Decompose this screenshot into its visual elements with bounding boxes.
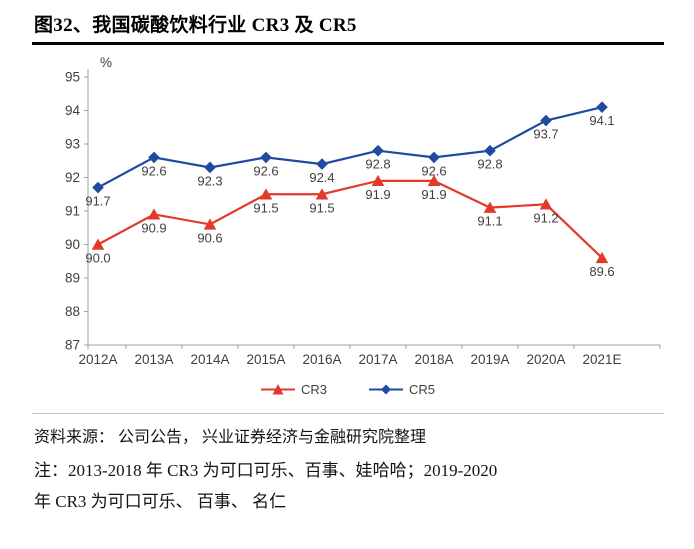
x-tick-label: 2016A [302, 352, 341, 367]
figure-title: 图32、我国碳酸饮料行业 CR3 及 CR5 [34, 15, 357, 36]
cr3-triangle-marker [427, 174, 441, 187]
x-tick-label: 2019A [470, 352, 509, 367]
cr3-triangle-marker [91, 238, 105, 250]
cr3-line [97, 179, 603, 259]
cr5-line [97, 106, 603, 189]
cr5-data-label: 92.3 [197, 173, 222, 188]
cr5-diamond-marker [260, 151, 272, 164]
legend-diamond-marker [381, 384, 391, 394]
cr5-data-label: 92.6 [141, 163, 166, 178]
cr3-data-label: 91.9 [421, 187, 446, 202]
cr5-diamond-marker [148, 151, 160, 164]
note-line-1: 注：2013-2018 年 CR3 为可口可乐、百事、娃哈哈；2019-2020 [34, 461, 498, 480]
cr3-data-label: 91.1 [477, 214, 502, 229]
cr3-data-label: 91.9 [365, 187, 390, 202]
y-tick-label: 88 [65, 304, 80, 319]
cr5-data-label: 92.8 [365, 157, 390, 172]
y-tick-label: 90 [65, 237, 80, 252]
cr5-diamond-marker [372, 144, 384, 157]
y-tick-label: 89 [65, 271, 80, 286]
cr5-diamond-marker [540, 114, 552, 127]
cr3-data-label: 91.5 [309, 200, 334, 215]
cr5-diamond-marker [596, 101, 608, 113]
x-tick-label: 2021E [582, 352, 621, 367]
x-tick-label: 2018A [414, 352, 453, 367]
x-tick-label: 2014A [190, 352, 229, 367]
cr3-data-label: 90.9 [141, 220, 166, 235]
y-tick-label: 95 [65, 70, 80, 85]
cr3-data-label: 91.2 [533, 210, 558, 225]
cr3-triangle-marker [483, 201, 497, 213]
cr5-data-label: 93.7 [533, 127, 558, 142]
legend-label-cr3: CR3 [300, 381, 327, 397]
cr5-data-label: 92.6 [421, 163, 446, 178]
cr5-diamond-marker [92, 181, 104, 194]
legend-item-cr5: CR5 [369, 382, 435, 397]
cr3-triangle-marker [147, 208, 161, 220]
title-underline [32, 42, 664, 45]
cr5-diamond-marker [316, 158, 328, 170]
cr3-data-label: 90.6 [197, 230, 222, 245]
cr5-data-label: 94.1 [589, 113, 614, 128]
cr3-triangle-marker [371, 174, 385, 187]
x-tick-label: 2017A [358, 352, 397, 367]
cr3-triangle-marker [539, 198, 553, 210]
cr5-diamond-icon [369, 384, 403, 394]
cr3-triangle-marker [595, 251, 609, 264]
y-tick-label: 91 [65, 204, 80, 219]
y-tick-label: 93 [65, 137, 80, 152]
y-tick-label: 92 [65, 170, 80, 185]
source-line: 资料来源： 公司公告， 兴业证券经济与金融研究院整理 [34, 429, 427, 446]
legend-label-cr5: CR5 [409, 381, 436, 397]
cr5-data-label: 92.6 [253, 163, 278, 178]
note-line-2: 年 CR3 为可口可乐、 百事、 名仁 [34, 491, 287, 511]
footer-notes: 资料来源： 公司公告， 兴业证券经济与金融研究院整理 注：2013-2018 年… [32, 413, 664, 517]
legend-triangle-marker [272, 383, 284, 394]
chart-legend: CR3 CR5 [32, 379, 664, 399]
cr3-triangle-marker [259, 188, 273, 200]
line-chart: 87 88 89 90 91 92 93 94 95% 2012A 2013A 2014A 2015A 2… [65, 55, 661, 367]
y-tick-label: 94 [65, 103, 81, 118]
cr3-triangle-marker [203, 218, 217, 230]
cr5-diamond-marker [428, 151, 440, 164]
cr5-diamond-marker [204, 161, 216, 174]
cr3-data-label: 91.5 [253, 200, 278, 215]
cr3-triangle-marker [315, 188, 329, 200]
cr3-triangle-icon [260, 383, 295, 394]
y-axis-unit-label: % [100, 55, 112, 70]
cr3-data-label: 90.0 [85, 251, 110, 266]
cr5-diamond-marker [484, 144, 496, 157]
cr3-data-label: 89.6 [589, 264, 614, 279]
x-tick-label: 2012A [78, 352, 117, 367]
x-tick-label: 2013A [134, 352, 173, 367]
cr5-data-label: 91.7 [85, 194, 110, 209]
legend-item-cr3: CR3 [260, 381, 327, 397]
x-tick-label: 2015A [246, 352, 285, 367]
cr5-data-label: 92.8 [477, 157, 502, 172]
x-tick-label: 2020A [526, 352, 565, 367]
cr5-data-label: 92.4 [309, 170, 334, 185]
y-tick-label: 87 [65, 338, 80, 353]
